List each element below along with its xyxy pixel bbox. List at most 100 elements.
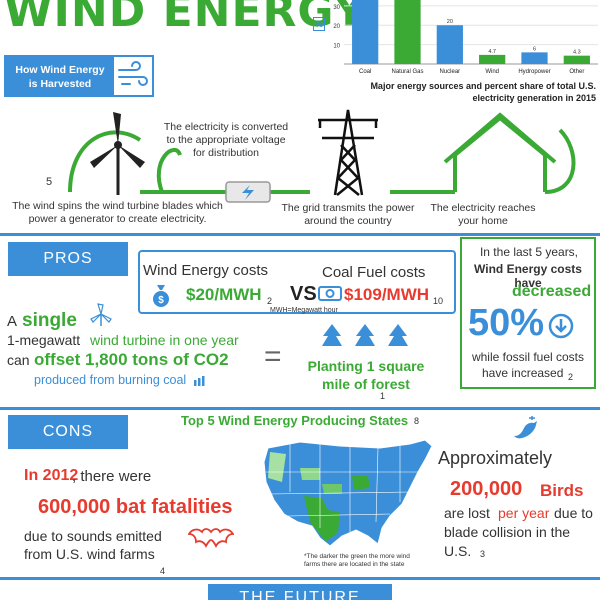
state-green-3 [300, 468, 320, 480]
chart-ylabel: % [313, 17, 325, 31]
birds-per-year: per year [498, 505, 550, 521]
planting-forest: Planting 1 square mile of forest [307, 358, 425, 392]
wind-icon [114, 57, 152, 95]
chart-ytick-label: 20 [333, 24, 340, 30]
chart-ytick-label: 30 [333, 5, 340, 11]
process-arc-left [68, 130, 142, 193]
birds-lost-prefix: are lost [444, 505, 490, 521]
birds-blade: blade collision in the [444, 524, 571, 540]
turbine-line-prefix: 1-megawatt [7, 332, 81, 348]
step-4-text: The electricity reaches your home [430, 202, 536, 227]
last-5-years: In the last 5 years, [479, 245, 579, 259]
chart-bar [436, 25, 463, 65]
fossil-line-2: have increased [482, 366, 564, 380]
bat-fatalities: 600,000 bat fatalities [38, 496, 233, 518]
chart-xtick-label: Coal [359, 69, 371, 75]
house-icon [443, 112, 557, 192]
bats-due-2: from U.S. wind farms [24, 546, 155, 562]
step-number: 5 [46, 176, 53, 188]
future-title: THE FUTURE [208, 584, 392, 600]
process-arc-mid [156, 148, 182, 193]
converter-icon [225, 181, 271, 203]
birds-us: U.S. [444, 543, 472, 559]
turbine-line-green: wind turbine in one year [90, 332, 239, 348]
svg-text:$: $ [158, 295, 164, 306]
map-title: Top 5 Wind Energy Producing States [181, 413, 409, 428]
turbine-small-icon [90, 303, 112, 332]
wind-cost-ref: 2 [267, 296, 273, 306]
offset-co2: offset 1,800 tons of CO2 [34, 350, 229, 369]
wind-turbine-icon [90, 112, 145, 195]
chart-bar [521, 52, 548, 64]
produced-coal: produced from burning coal [34, 373, 187, 387]
step-2-text: The electricity is converted to the appr… [163, 121, 289, 159]
cons-there-were: , there were [72, 468, 152, 485]
birds-number: 200,000 [450, 478, 523, 500]
coal-icon [193, 374, 205, 392]
cons-divider [0, 407, 600, 410]
chart-title: Major energy sources and percent share o… [370, 81, 596, 103]
map-note: *The darker the green the more wind farm… [304, 553, 410, 568]
bat-icon [187, 524, 235, 557]
equals-sign: = [264, 340, 282, 373]
harvest-label-box: How Wind Energy is Harvested [4, 55, 154, 97]
wind-cost-value: $20/MWH [186, 285, 262, 304]
iowa-state [352, 476, 370, 490]
cost-compare-box [138, 250, 456, 314]
pros-divider [0, 233, 600, 236]
fifty-percent: 50% [468, 302, 545, 344]
chart-value-label: 4.7 [488, 49, 496, 55]
chart-value-label: 6 [533, 46, 536, 52]
coal-cost-ref: 10 [433, 296, 444, 306]
map-ref: 8 [414, 416, 420, 426]
cons-in-2012: In 2012 [24, 467, 79, 484]
oklahoma-state [322, 484, 342, 494]
chart-xtick-label: Wind [485, 69, 499, 75]
step-3-text: The grid transmits the power around the … [281, 202, 415, 227]
approximately: Approximately [438, 448, 553, 468]
process-diagram [68, 109, 576, 203]
chart-ytick-label: 10 [333, 44, 340, 50]
birds-lost-suffix: due to [554, 505, 593, 521]
fossil-line-1: while fossil fuel costs [471, 350, 585, 364]
coal-cost-label: Coal Fuel costs [322, 264, 426, 281]
harvest-label: How Wind Energy is Harvested [6, 57, 114, 95]
pros-single: single [22, 310, 77, 331]
pros-a: A [7, 313, 18, 330]
vs-label: VS [290, 283, 317, 305]
decreased-label: decreased [512, 283, 592, 300]
chart-bar [394, 0, 421, 64]
chart-bar [479, 54, 506, 64]
birds-ref: 3 [480, 549, 486, 559]
chart-xtick-label: Other [569, 69, 584, 75]
bats-ref: 4 [160, 566, 166, 576]
step-1-text: The wind spins the wind turbine blades w… [12, 200, 223, 225]
chart-bar [563, 55, 590, 64]
us-map [263, 439, 433, 547]
chart-value-label: 20 [447, 19, 453, 25]
texas-state [304, 496, 340, 542]
mwh-note: MWH=Megawatt hour [270, 307, 338, 314]
pros-can: can [7, 352, 30, 368]
cash-icon [318, 285, 342, 308]
planting-ref: 1 [380, 391, 386, 401]
future-divider [0, 577, 600, 580]
birds-word: Birds [540, 481, 584, 500]
chart-xtick-label: Nuclear [439, 69, 460, 75]
chart-bar [352, 0, 379, 64]
forest-icon [320, 322, 410, 355]
money-bag-icon: $ [150, 283, 172, 312]
cons-tag: CONS [8, 415, 128, 449]
coal-cost-value: $109/MWH [344, 285, 430, 304]
wind-costs-have: Wind Energy costs have [474, 262, 582, 290]
bats-due-1: due to sounds emitted [24, 528, 162, 544]
bird-icon [510, 414, 540, 449]
wind-cost-label: Wind Energy costs [143, 262, 269, 279]
california-state [268, 452, 286, 482]
process-arc-right [544, 128, 576, 194]
fossil-ref: 2 [568, 372, 574, 382]
energy-bar-chart: 30 20 10 Coal Natural Gas 20 Nuclear 4.7 Wind 6 Hy… [333, 0, 598, 75]
chart-xtick-label: Natural Gas [391, 69, 423, 75]
page-title: WIND ENERGY [4, 0, 367, 37]
cost-trend-box [460, 237, 596, 389]
